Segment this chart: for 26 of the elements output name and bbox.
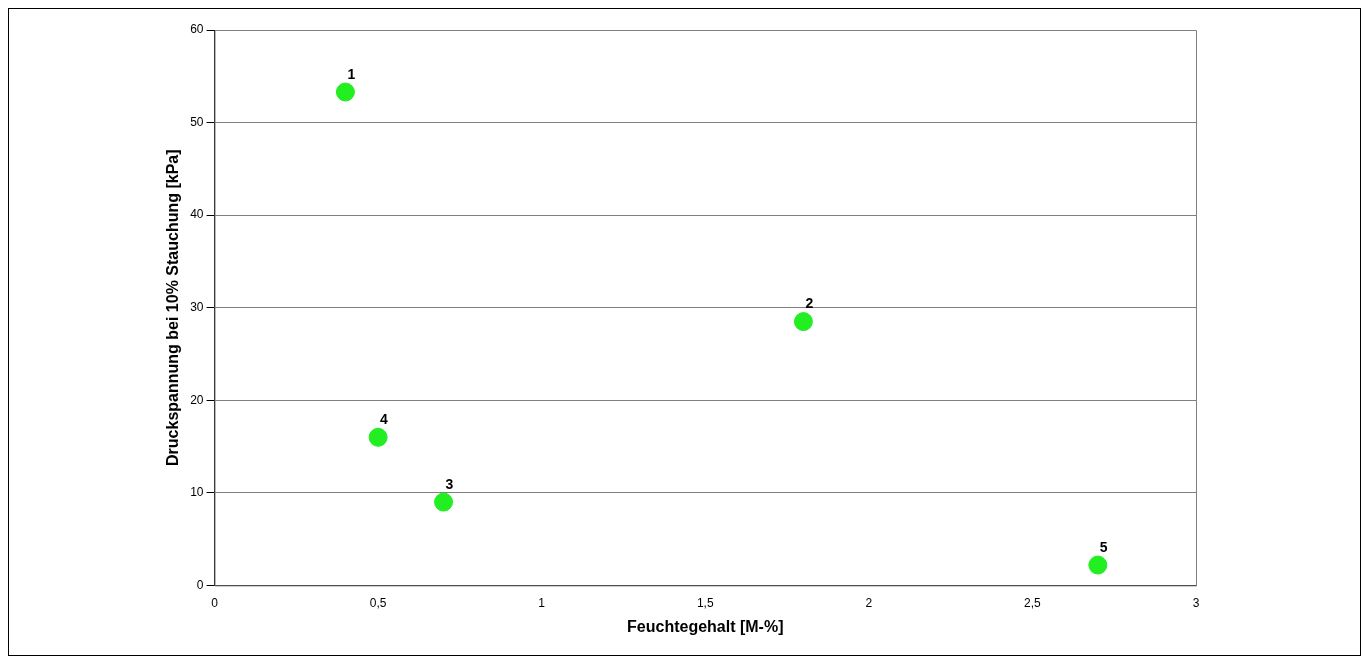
x-tick-label: 3 xyxy=(1192,595,1200,610)
y-tick-label: 50 xyxy=(190,114,204,129)
x-tick-label: 0,5 xyxy=(369,595,387,610)
annotation: 4 xyxy=(380,411,389,428)
annotation: 3 xyxy=(445,475,454,492)
y-tick-label: 10 xyxy=(190,485,204,500)
annotation: 1 xyxy=(347,65,356,82)
annotation: 5 xyxy=(1099,538,1108,555)
y-tick-label: 60 xyxy=(190,22,204,37)
point xyxy=(335,82,355,102)
y-tick-label: 0 xyxy=(196,577,204,592)
point xyxy=(368,427,388,447)
x-tick-label: 2 xyxy=(865,595,873,610)
point xyxy=(1088,555,1108,575)
x-tick-label: 0 xyxy=(211,595,219,610)
point xyxy=(793,312,813,332)
y-tick-label: 40 xyxy=(190,207,204,222)
x-tick-label: 2,5 xyxy=(1024,595,1042,610)
annotation: 2 xyxy=(805,295,814,312)
y-axis-title: Druckspannung bei 10% Stauchung [kPa] xyxy=(164,149,182,466)
y-tick-label: 20 xyxy=(190,392,204,407)
point xyxy=(434,492,454,512)
y-tick-label: 30 xyxy=(190,300,204,315)
x-tick-label: 1 xyxy=(538,595,546,610)
x-tick-label: 1,5 xyxy=(696,595,714,610)
x-axis-title: Feuchtegehalt [M-%] xyxy=(627,617,784,635)
